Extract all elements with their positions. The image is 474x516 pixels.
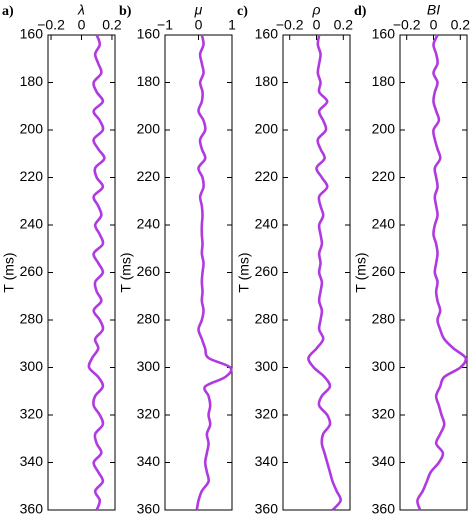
x-tick-label: 0 xyxy=(195,17,203,33)
y-tick-label: 280 xyxy=(20,311,44,327)
axis-title: λ xyxy=(77,2,85,18)
axis-title: BI xyxy=(427,2,440,18)
y-tick-label: 200 xyxy=(137,121,161,137)
y-tick-label: 180 xyxy=(137,73,161,89)
y-tick-label: 320 xyxy=(20,406,44,422)
x-tick-label: −1 xyxy=(157,17,173,33)
y-axis-label: T (ms) xyxy=(1,252,17,292)
x-tick-label: −0.2 xyxy=(393,17,421,33)
y-tick-label: 220 xyxy=(20,168,44,184)
y-tick-label: 160 xyxy=(255,26,279,42)
y-tick-label: 240 xyxy=(20,216,44,232)
x-tick-label: 0.2 xyxy=(102,17,122,33)
y-tick-label: 260 xyxy=(372,263,396,279)
y-tick-label: 340 xyxy=(137,453,161,469)
y-tick-label: 240 xyxy=(372,216,396,232)
panel-label: a) xyxy=(2,4,14,19)
trace xyxy=(87,34,106,511)
y-axis-label: T (ms) xyxy=(118,252,134,292)
y-tick-label: 360 xyxy=(372,501,396,516)
y-tick-label: 260 xyxy=(255,263,279,279)
y-tick-label: 360 xyxy=(20,501,44,516)
y-tick-label: 240 xyxy=(137,216,161,232)
panel-label: d) xyxy=(354,4,367,19)
y-tick-label: 360 xyxy=(137,501,161,516)
y-axis-label: T (ms) xyxy=(236,252,252,292)
plot-frame xyxy=(47,34,116,511)
y-tick-label: 300 xyxy=(137,358,161,374)
plot-frame xyxy=(282,34,351,511)
y-tick-label: 280 xyxy=(255,311,279,327)
y-tick-label: 160 xyxy=(372,26,396,42)
y-tick-label: 220 xyxy=(255,168,279,184)
trace xyxy=(416,34,468,511)
y-tick-label: 200 xyxy=(255,121,279,137)
x-tick-label: 0 xyxy=(430,17,438,33)
y-tick-label: 360 xyxy=(255,501,279,516)
x-tick-label: 1 xyxy=(228,17,236,33)
y-axis-label: T (ms) xyxy=(353,252,369,292)
x-tick-label: 0.2 xyxy=(451,17,471,33)
y-tick-label: 300 xyxy=(20,358,44,374)
y-tick-label: 340 xyxy=(255,453,279,469)
y-tick-label: 180 xyxy=(372,73,396,89)
y-tick-label: 160 xyxy=(137,26,161,42)
y-tick-label: 340 xyxy=(20,453,44,469)
panel-label: c) xyxy=(237,4,248,19)
y-tick-label: 340 xyxy=(372,453,396,469)
y-tick-label: 260 xyxy=(20,263,44,279)
y-tick-label: 300 xyxy=(372,358,396,374)
x-tick-label: 0 xyxy=(313,17,321,33)
y-tick-label: 320 xyxy=(372,406,396,422)
y-tick-label: 320 xyxy=(137,406,161,422)
x-tick-label: −0.2 xyxy=(276,17,304,33)
panel-label: b) xyxy=(119,4,132,19)
y-tick-label: 180 xyxy=(255,73,279,89)
axis-title: ρ xyxy=(311,2,320,18)
x-tick-label: 0 xyxy=(78,17,86,33)
x-tick-label: −0.2 xyxy=(37,17,65,33)
y-tick-label: 320 xyxy=(255,406,279,422)
y-tick-label: 220 xyxy=(137,168,161,184)
y-tick-label: 180 xyxy=(20,73,44,89)
y-tick-label: 260 xyxy=(137,263,161,279)
y-tick-label: 280 xyxy=(137,311,161,327)
y-tick-label: 160 xyxy=(20,26,44,42)
y-tick-label: 200 xyxy=(20,121,44,137)
y-tick-label: 300 xyxy=(255,358,279,374)
y-tick-label: 220 xyxy=(372,168,396,184)
trace xyxy=(195,34,233,511)
trace xyxy=(307,34,342,511)
axis-title: μ xyxy=(194,2,203,18)
y-tick-label: 200 xyxy=(372,121,396,137)
x-tick-label: 0.2 xyxy=(334,17,354,33)
y-tick-label: 240 xyxy=(255,216,279,232)
y-tick-label: 280 xyxy=(372,311,396,327)
